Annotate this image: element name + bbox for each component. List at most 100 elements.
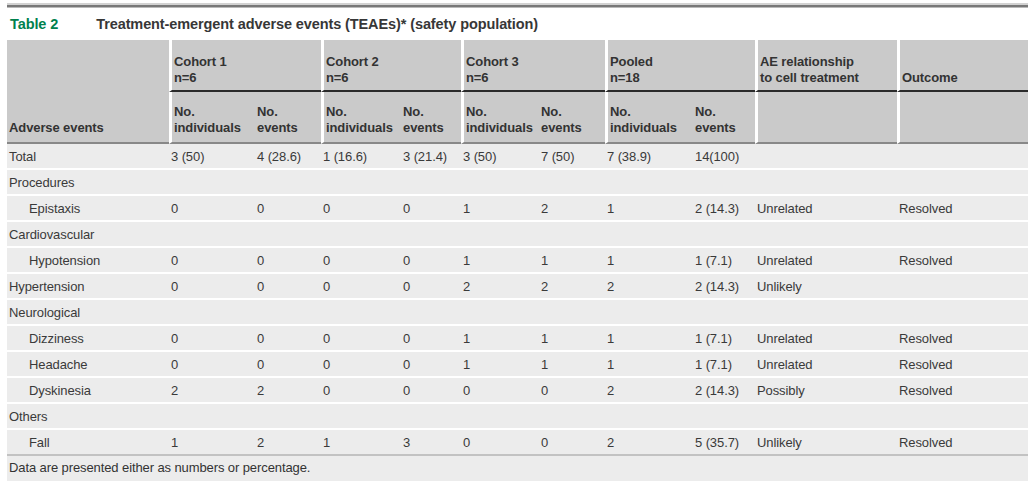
- row-label: Total: [7, 144, 169, 168]
- subheader-empty: [755, 92, 897, 144]
- cell-value: [255, 220, 321, 246]
- cell-value: 0: [461, 376, 539, 402]
- cell-value: 0: [255, 324, 321, 350]
- cell-value: 0: [401, 272, 461, 298]
- cell-value: [255, 298, 321, 324]
- row-label: Headache: [7, 350, 169, 376]
- colgroup-ae-relationship: AE relationship to cell treatment: [755, 40, 897, 92]
- cell-value: 1: [321, 428, 401, 454]
- cell-value: 0: [169, 246, 255, 272]
- footnotes: Data are presented either as numbers or …: [7, 454, 1028, 481]
- cell-value: 2: [605, 376, 693, 402]
- cell-value: [255, 402, 321, 428]
- colgroup-n: n=6: [326, 70, 348, 85]
- cell-value: 0: [539, 376, 605, 402]
- cell-value: 3 (50): [461, 144, 539, 168]
- cell-value: 1: [539, 246, 605, 272]
- header-spacer: [7, 40, 169, 92]
- table-row: Dyskinesia22000022 (14.3)PossiblyResolve…: [7, 376, 1028, 402]
- cell-value: [401, 402, 461, 428]
- cell-value: [539, 298, 605, 324]
- cell-value: 1 (7.1): [693, 246, 755, 272]
- header-group-row: Cohort 1n=6 Cohort 2n=6 Cohort 3n=6 Pool…: [7, 40, 1028, 92]
- cell-value: 2 (14.3): [693, 272, 755, 298]
- colgroup-n: n=18: [610, 70, 640, 85]
- cell-value: 2: [255, 376, 321, 402]
- category-row: Procedures: [7, 168, 1028, 194]
- table-caption: Table 2 Treatment-emergent adverse event…: [7, 8, 1028, 40]
- colgroup-n: n=6: [466, 70, 488, 85]
- table-row: Total3 (50)4 (28.6)1 (16.6)3 (21.4)3 (50…: [7, 144, 1028, 168]
- cell-value: 0: [255, 246, 321, 272]
- cell-value: Unlikely: [755, 428, 897, 454]
- cell-value: Resolved: [897, 376, 1028, 402]
- cell-value: 2 (14.3): [693, 194, 755, 220]
- cell-value: [755, 144, 897, 168]
- cell-value: [169, 298, 255, 324]
- table-label: Table 2: [10, 16, 58, 32]
- cell-value: 0: [255, 272, 321, 298]
- cell-value: 0: [169, 272, 255, 298]
- cell-value: [897, 298, 1028, 324]
- row-label: Dyskinesia: [7, 376, 169, 402]
- cell-value: [169, 168, 255, 194]
- cell-value: [255, 168, 321, 194]
- cell-value: [461, 220, 539, 246]
- cell-value: [755, 220, 897, 246]
- subheader-no-individuals: No. individuals: [169, 92, 255, 144]
- cell-value: 1: [539, 324, 605, 350]
- cell-value: [605, 402, 693, 428]
- cell-value: [693, 402, 755, 428]
- subheader-no-individuals: No. individuals: [605, 92, 693, 144]
- cell-value: 4 (28.6): [255, 144, 321, 168]
- colgroup-cohort-1: Cohort 1n=6: [169, 40, 321, 92]
- cell-value: [461, 168, 539, 194]
- cell-value: Unrelated: [755, 194, 897, 220]
- table-title: Treatment-emergent adverse events (TEAEs…: [96, 16, 538, 32]
- cell-value: Unrelated: [755, 324, 897, 350]
- cell-value: [321, 168, 401, 194]
- cell-value: Unrelated: [755, 246, 897, 272]
- cell-value: [321, 402, 401, 428]
- cell-value: [321, 298, 401, 324]
- colgroup-label: Cohort 1: [174, 54, 227, 69]
- colgroup-label: Cohort 3: [466, 54, 519, 69]
- cell-value: 1: [605, 194, 693, 220]
- footnote-line: *A TEAE is defined as any event not pres…: [9, 477, 1026, 481]
- table-row: Hypertension00002222 (14.3)Unlikely: [7, 272, 1028, 298]
- cell-value: 1: [461, 246, 539, 272]
- row-label: Hypotension: [7, 246, 169, 272]
- adverse-events-table: Cohort 1n=6 Cohort 2n=6 Cohort 3n=6 Pool…: [7, 40, 1028, 454]
- cell-value: [401, 168, 461, 194]
- row-label: Others: [7, 402, 169, 428]
- table-row: Dizziness00001111 (7.1)UnrelatedResolved: [7, 324, 1028, 350]
- colgroup-label: Pooled: [610, 54, 653, 69]
- cell-value: 1 (7.1): [693, 324, 755, 350]
- cell-value: [461, 298, 539, 324]
- cell-value: 1: [605, 350, 693, 376]
- subheader-no-events: No. events: [539, 92, 605, 144]
- cell-value: 5 (35.7): [693, 428, 755, 454]
- colgroup-pooled: Pooledn=18: [605, 40, 755, 92]
- cell-value: 2: [461, 272, 539, 298]
- row-label: Cardiovascular: [7, 220, 169, 246]
- cell-value: [401, 220, 461, 246]
- table-figure: Table 2 Treatment-emergent adverse event…: [7, 3, 1028, 481]
- cell-value: Resolved: [897, 246, 1028, 272]
- cell-value: 0: [321, 376, 401, 402]
- cell-value: 0: [401, 350, 461, 376]
- cell-value: 0: [169, 324, 255, 350]
- category-row: Others: [7, 402, 1028, 428]
- cell-value: [169, 402, 255, 428]
- category-row: Cardiovascular: [7, 220, 1028, 246]
- cell-value: [897, 272, 1028, 298]
- cell-value: 1: [461, 350, 539, 376]
- colgroup-label: Cohort 2: [326, 54, 379, 69]
- row-label: Hypertension: [7, 272, 169, 298]
- row-label: Epistaxis: [7, 194, 169, 220]
- footnote-line: Data are presented either as numbers or …: [9, 459, 1026, 477]
- cell-value: 2: [255, 428, 321, 454]
- subheader-empty: [897, 92, 1028, 144]
- colgroup-n: n=6: [174, 70, 196, 85]
- table-row: Epistaxis00001212 (14.3)UnrelatedResolve…: [7, 194, 1028, 220]
